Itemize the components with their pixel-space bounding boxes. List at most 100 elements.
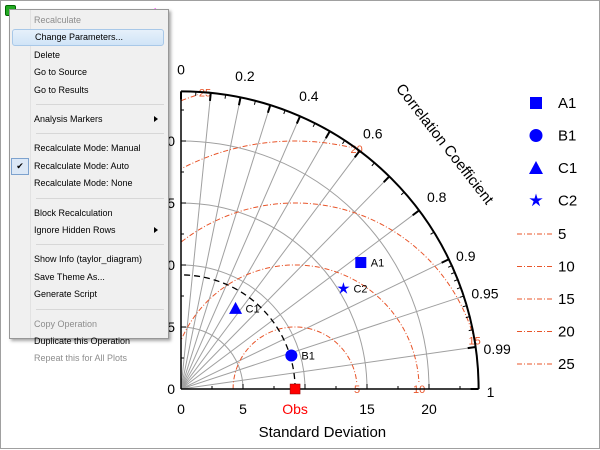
corr-tick xyxy=(384,176,390,182)
legend-label: C1 xyxy=(558,160,577,177)
menu-item-ignore-hidden-rows[interactable]: Ignore Hidden Rows xyxy=(12,222,164,239)
menu-item-recalculate-mode-manual[interactable]: Recalculate Mode: Manual xyxy=(12,140,164,157)
menu-item-go-to-source[interactable]: Go to Source xyxy=(12,64,164,81)
menu-item-recalculate-mode-auto[interactable]: Recalculate Mode: Auto ✔ xyxy=(12,158,164,175)
point-a1-square-marker xyxy=(355,257,366,268)
corr-tick xyxy=(297,116,300,123)
menu-item-label: Recalculate Mode: None xyxy=(34,178,133,188)
menu-item-block-recalculation[interactable]: Block Recalculation xyxy=(12,205,164,222)
menu-item-save-theme-as[interactable]: Save Theme As... xyxy=(12,269,164,286)
menu-separator xyxy=(36,133,164,134)
rms-label: 10 xyxy=(413,384,425,396)
point-label: C1 xyxy=(246,303,260,315)
legend-label: 15 xyxy=(558,291,575,308)
point-label: C2 xyxy=(353,284,367,296)
menu-item-change-parameters[interactable]: Change Parameters... xyxy=(12,29,164,46)
corr-tick-label: 0 xyxy=(177,61,185,77)
point-c2-star-marker xyxy=(337,282,349,294)
legend-label: 5 xyxy=(558,226,566,243)
corr-tick xyxy=(442,259,449,262)
menu-item-delete[interactable]: Delete xyxy=(12,47,164,64)
corr-gridline xyxy=(181,296,464,389)
menu-item-repeat-this-for-all-plots[interactable]: Repeat this for All Plots xyxy=(12,350,164,367)
legend-label: 25 xyxy=(558,356,575,373)
menu-item-label: Show Info (taylor_diagram) xyxy=(34,254,142,264)
point-label: B1 xyxy=(301,351,314,363)
corr-tick-label: 0.8 xyxy=(427,189,447,205)
menu-item-label: Copy Operation xyxy=(34,319,97,329)
corr-tick xyxy=(468,347,476,348)
corr-tick-label: 1 xyxy=(487,384,495,400)
corr-tick xyxy=(342,140,344,143)
submenu-arrow-icon xyxy=(154,116,158,122)
corr-tick xyxy=(210,93,211,101)
rms-contour xyxy=(181,141,357,169)
menu-separator xyxy=(36,244,164,245)
menu-item-go-to-results[interactable]: Go to Results xyxy=(12,82,164,99)
submenu-arrow-icon xyxy=(154,227,158,233)
point-b1-circle-marker xyxy=(285,350,297,362)
legend-circle-icon xyxy=(530,129,543,142)
x-tick-label: 5 xyxy=(239,401,247,417)
corr-tick xyxy=(225,95,226,99)
menu-item-label: Analysis Markers xyxy=(34,114,103,124)
corr-tick xyxy=(239,97,241,105)
legend-label: 10 xyxy=(558,259,575,276)
menu-item-label: Go to Results xyxy=(34,85,89,95)
menu-item-label: Block Recalculation xyxy=(34,208,113,218)
legend-star-icon xyxy=(529,194,542,207)
corr-tick-label: 0.2 xyxy=(235,68,255,84)
menu-item-analysis-markers[interactable]: Analysis Markers xyxy=(12,111,164,128)
legend-label: C2 xyxy=(558,193,577,210)
menu-item-label: Duplicate this Operation xyxy=(34,336,130,346)
menu-item-label: Repeat this for All Plots xyxy=(34,353,127,363)
corr-tick-label: 0.99 xyxy=(484,341,511,357)
point-label: A1 xyxy=(371,258,384,270)
menu-separator xyxy=(36,104,164,105)
menu-item-label: Go to Source xyxy=(34,67,87,77)
context-menu: Recalculate Change Parameters... Delete Go … xyxy=(9,9,169,339)
legend-label: B1 xyxy=(558,128,576,145)
rms-contour xyxy=(181,203,475,340)
corr-tick-label: 0.9 xyxy=(456,248,476,264)
y-tick-label: 0 xyxy=(167,381,175,397)
corr-gridline xyxy=(181,210,419,389)
menu-item-label: Recalculate Mode: Manual xyxy=(34,143,141,153)
corr-tick xyxy=(268,105,270,113)
corr-tick xyxy=(372,163,375,166)
obs-label: Obs xyxy=(282,401,308,417)
legend-square-icon xyxy=(530,97,542,109)
menu-item-label: Change Parameters... xyxy=(35,32,123,42)
menu-item-label: Recalculate Mode: Auto xyxy=(34,161,129,171)
point-c1-triangle-marker xyxy=(229,302,242,314)
menu-item-recalculate-mode-none[interactable]: Recalculate Mode: None xyxy=(12,175,164,192)
corr-tick xyxy=(431,232,434,234)
corr-tick-label: 0.4 xyxy=(299,88,319,104)
menu-separator xyxy=(36,198,164,199)
x-axis-title: Standard Deviation xyxy=(259,424,387,441)
corr-tick xyxy=(326,131,330,138)
menu-item-recalculate[interactable]: Recalculate xyxy=(12,12,164,29)
corr-tick xyxy=(413,210,419,215)
checkmark-icon: ✔ xyxy=(11,158,29,175)
corr-tick xyxy=(401,192,404,195)
menu-item-label: Save Theme As... xyxy=(34,272,105,282)
corr-gridline xyxy=(181,116,300,389)
corr-tick-label: 0.6 xyxy=(363,125,383,141)
menu-item-label: Delete xyxy=(34,50,60,60)
x-tick-label: 15 xyxy=(359,401,375,417)
menu-item-label: Recalculate xyxy=(34,15,81,25)
menu-item-duplicate-this-operation[interactable]: Duplicate this Operation xyxy=(12,333,164,350)
menu-item-copy-operation[interactable]: Copy Operation xyxy=(12,316,164,333)
rms-label: 5 xyxy=(354,384,360,396)
x-tick-label: 0 xyxy=(177,401,185,417)
menu-separator xyxy=(36,309,164,310)
corr-gridline xyxy=(181,151,360,389)
legend-triangle-icon xyxy=(529,161,543,174)
menu-item-label: Generate Script xyxy=(34,289,97,299)
legend-label: 20 xyxy=(558,324,575,341)
menu-item-show-info-taylor-diagram[interactable]: Show Info (taylor_diagram) xyxy=(12,251,164,268)
x-tick-label: 20 xyxy=(421,401,437,417)
menu-item-generate-script[interactable]: Generate Script xyxy=(12,286,164,303)
